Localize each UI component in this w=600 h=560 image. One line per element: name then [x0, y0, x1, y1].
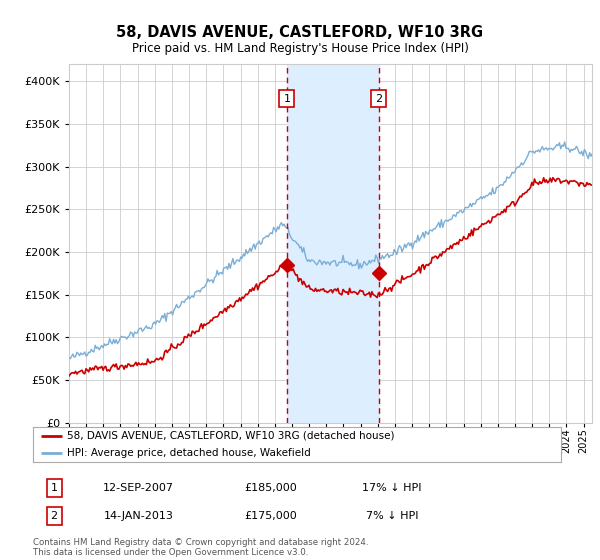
Text: 2: 2 [375, 94, 382, 104]
Text: 12-SEP-2007: 12-SEP-2007 [103, 483, 174, 493]
Text: 7% ↓ HPI: 7% ↓ HPI [366, 511, 418, 521]
Text: HPI: Average price, detached house, Wakefield: HPI: Average price, detached house, Wake… [67, 449, 311, 458]
Text: 14-JAN-2013: 14-JAN-2013 [104, 511, 173, 521]
Text: 1: 1 [50, 483, 58, 493]
Text: £175,000: £175,000 [244, 511, 297, 521]
Text: 58, DAVIS AVENUE, CASTLEFORD, WF10 3RG (detached house): 58, DAVIS AVENUE, CASTLEFORD, WF10 3RG (… [67, 431, 395, 441]
Text: 58, DAVIS AVENUE, CASTLEFORD, WF10 3RG: 58, DAVIS AVENUE, CASTLEFORD, WF10 3RG [116, 25, 484, 40]
Text: Price paid vs. HM Land Registry's House Price Index (HPI): Price paid vs. HM Land Registry's House … [131, 42, 469, 55]
Text: Contains HM Land Registry data © Crown copyright and database right 2024.
This d: Contains HM Land Registry data © Crown c… [33, 538, 368, 557]
Text: 17% ↓ HPI: 17% ↓ HPI [362, 483, 422, 493]
Bar [287, 64, 379, 423]
Text: 1: 1 [283, 94, 290, 104]
Text: £185,000: £185,000 [244, 483, 297, 493]
Text: 2: 2 [50, 511, 58, 521]
